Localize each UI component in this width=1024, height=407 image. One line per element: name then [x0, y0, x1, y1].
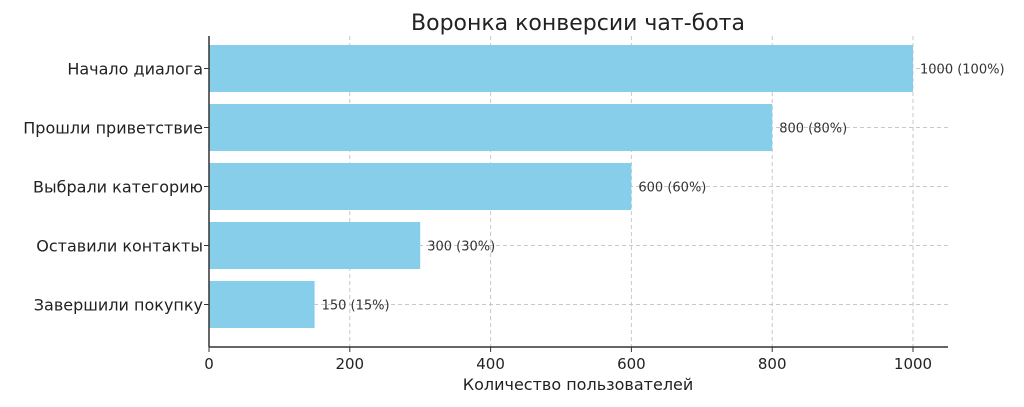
x-tick-label: 1000 [894, 355, 932, 373]
x-tick-label: 0 [204, 355, 214, 373]
category-label: Оставили контакты [36, 237, 203, 256]
bar [209, 45, 913, 92]
x-tick-label: 800 [758, 355, 787, 373]
category-label: Завершили покупку [34, 296, 203, 315]
bar [209, 222, 421, 269]
category-label: Прошли приветствие [23, 119, 203, 138]
bars-layer: 1000 (100%) 800 (80%) 600 (60%) 300 (30%) 15… [209, 45, 1005, 328]
chart-title: Воронка конверсии чат-бота [411, 11, 745, 36]
category-label: Начало диалога [67, 60, 203, 79]
data-label: 800 (80%) [779, 122, 847, 137]
x-tick-label: 600 [617, 355, 646, 373]
data-label: 300 (30%) [427, 240, 495, 255]
data-label: 150 (15%) [322, 299, 390, 314]
category-label: Выбрали категорию [33, 178, 203, 197]
bar [209, 281, 315, 328]
bar [209, 163, 632, 210]
data-label: 1000 (100%) [920, 63, 1005, 78]
axes-layer: Начало диалога Прошли приветствие Выбрали … [23, 36, 948, 373]
x-tick-label: 400 [476, 355, 505, 373]
x-tick-label: 200 [335, 355, 364, 373]
data-label: 600 (60%) [638, 181, 706, 196]
x-axis-label: Количество пользователей [463, 375, 694, 394]
bar [209, 104, 773, 151]
